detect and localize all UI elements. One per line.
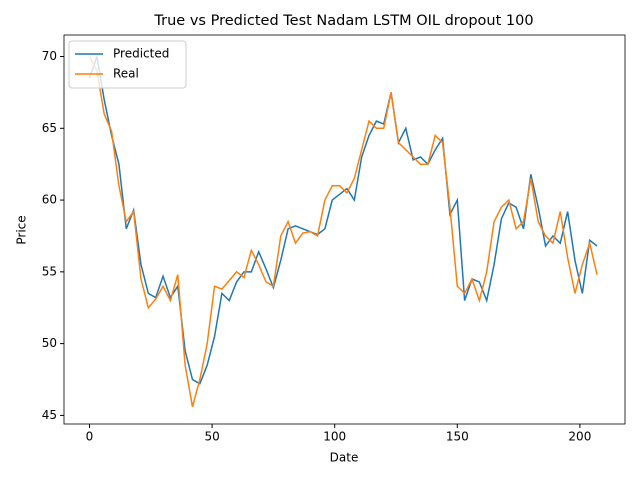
chart-title: True vs Predicted Test Nadam LSTM OIL dr… <box>153 13 533 29</box>
legend-box <box>68 40 187 89</box>
series-line <box>88 56 598 385</box>
y-tick-label: 60 <box>42 193 57 207</box>
y-tick-label: 45 <box>42 408 57 422</box>
y-tick-label: 70 <box>42 49 57 63</box>
x-axis-label: Date <box>330 451 359 465</box>
x-tick-label: 150 <box>446 430 469 444</box>
legend-label: Real <box>113 67 139 81</box>
legend-label: Predicted <box>113 47 169 61</box>
x-tick-label: 0 <box>86 430 94 444</box>
x-tick-label: 200 <box>568 430 591 444</box>
x-tick-label: 100 <box>323 430 346 444</box>
x-tick-label: 50 <box>204 430 219 444</box>
y-tick-label: 55 <box>42 264 57 278</box>
plot-frame <box>63 34 626 425</box>
y-tick-label: 50 <box>42 336 57 350</box>
series-line <box>88 56 598 407</box>
y-axis-label: Price <box>15 215 29 244</box>
y-tick-label: 65 <box>42 121 57 135</box>
